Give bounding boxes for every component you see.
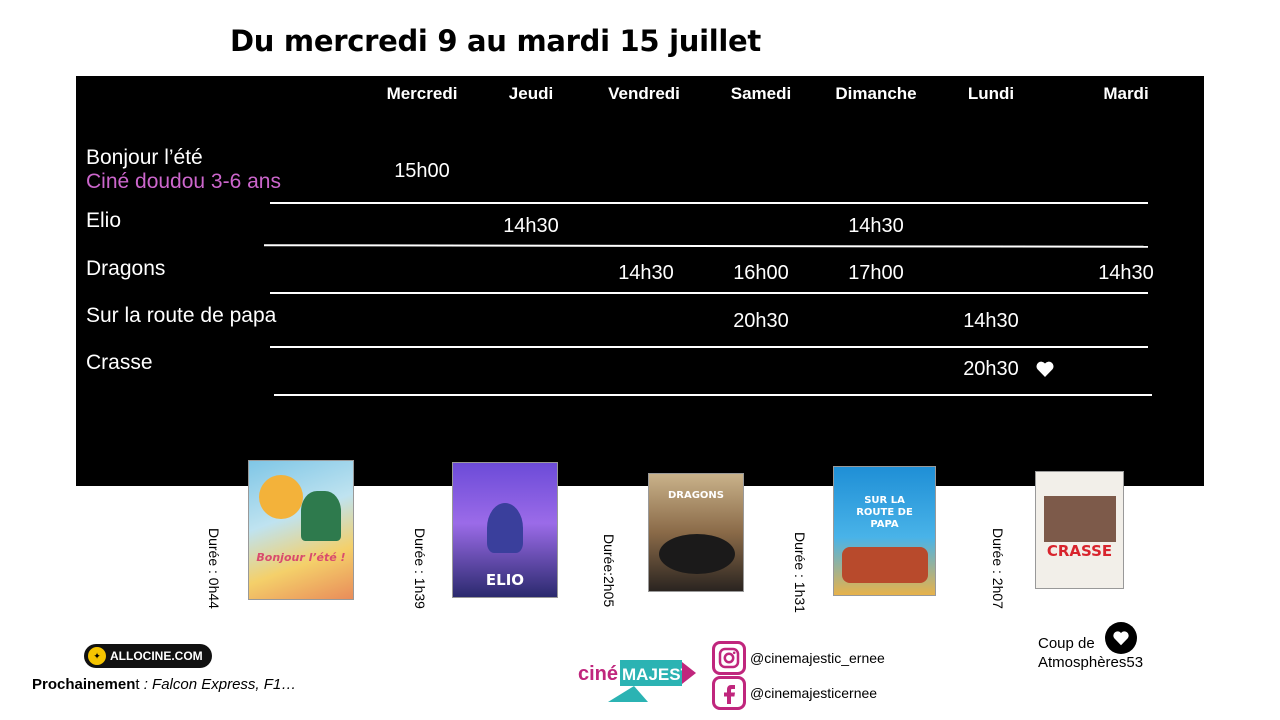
showtime: 20h30 xyxy=(733,310,789,332)
day-header-mardi: Mardi xyxy=(1103,84,1149,103)
facebook-icon[interactable] xyxy=(712,676,746,710)
allocine-text: ALLOCINE.COM xyxy=(110,649,203,663)
poster-title: Bonjour l’été ! xyxy=(256,551,346,564)
page-title: Du mercredi 9 au mardi 15 juillet xyxy=(230,24,761,58)
showtime: 14h30 xyxy=(963,310,1019,332)
showtime: 17h00 xyxy=(848,262,904,284)
duration-label: Durée : 2h07 xyxy=(990,528,1006,609)
showtime: 14h30 xyxy=(618,262,674,284)
day-header-vendredi: Vendredi xyxy=(608,84,680,103)
coup-line-2: Atmosphères53 xyxy=(1038,654,1144,671)
showtime: 14h30 xyxy=(1098,262,1154,284)
poster-title: CRASSE xyxy=(1046,542,1113,560)
day-header-samedi: Samedi xyxy=(730,84,792,103)
day-header-lundi: Lundi xyxy=(967,84,1015,103)
poster-title: DRAGONS xyxy=(667,490,725,501)
showtime: 20h30 xyxy=(963,358,1019,380)
poster-title: ELIO xyxy=(485,571,525,589)
day-header-dimanche: Dimanche xyxy=(835,84,917,103)
poster-illustration xyxy=(659,534,735,574)
day-header-mercredi: Mercredi xyxy=(386,84,458,103)
allocine-badge-icon: ✦ xyxy=(88,647,106,665)
instagram-handle[interactable]: @cinemajestic_ernee xyxy=(750,650,885,666)
coup-line-1: Coup de xyxy=(1038,635,1095,652)
film-name: Bonjour l’été xyxy=(86,146,203,169)
poster-elio: ELIO xyxy=(452,462,558,598)
film-title-crasse: Crasse xyxy=(86,351,153,374)
allocine-logo: ✦ ALLOCINE.COM xyxy=(84,644,212,668)
prochainement-label: Prochainemen xyxy=(32,676,136,693)
instagram-row[interactable]: @cinemajestic_ernee xyxy=(712,641,885,675)
film-title-elio: Elio xyxy=(86,209,122,232)
showtime: 14h30 xyxy=(503,215,559,237)
poster-crasse: CRASSE xyxy=(1035,471,1124,589)
row-divider xyxy=(274,394,1152,396)
duration-label: Durée : 0h44 xyxy=(206,528,222,609)
row-divider xyxy=(270,346,1148,348)
duration-label: Durée : 1h39 xyxy=(412,528,428,609)
day-header-jeudi: Jeudi xyxy=(508,84,554,103)
film-title-bonjour-lete: Bonjour l’été Ciné doudou 3-6 ans xyxy=(86,146,281,194)
heart-icon xyxy=(1036,361,1054,377)
cinema-majestic-logo: ciné MAJESTIC xyxy=(578,660,700,702)
poster-illustration xyxy=(487,503,523,553)
play-icon xyxy=(682,662,696,684)
facebook-handle[interactable]: @cinemajesticernee xyxy=(750,685,878,701)
film-title-dragons: Dragons xyxy=(86,257,166,280)
facebook-glyph xyxy=(724,685,735,704)
row-divider xyxy=(270,292,1148,294)
showtime: 16h00 xyxy=(733,262,789,284)
duration-label: Durée:2h05 xyxy=(601,534,617,608)
prochainement-line: Prochainement : Falcon Express, F1… xyxy=(32,676,296,693)
logo-band xyxy=(620,660,682,686)
film-title-sur-la-route-de-papa: Sur la route de papa xyxy=(86,304,277,327)
facebook-row[interactable]: @cinemajesticernee xyxy=(712,676,877,710)
instagram-icon[interactable] xyxy=(712,641,746,675)
poster-illustration xyxy=(301,491,341,541)
prochainement-label-end: t xyxy=(135,676,140,693)
instagram-glyph xyxy=(718,647,740,669)
prochainement-list: : Falcon Express, F1… xyxy=(139,676,297,693)
row-divider xyxy=(263,244,1149,248)
heart-icon xyxy=(1105,622,1137,654)
heart-glyph xyxy=(1113,631,1129,646)
duration-label: Durée : 1h31 xyxy=(792,532,808,613)
logo-ribbon xyxy=(608,686,648,702)
showtime: 15h00 xyxy=(394,160,450,182)
poster-illustration xyxy=(259,475,303,519)
poster-bonjour-lete: Bonjour l’été ! xyxy=(248,460,354,600)
showtime: 14h30 xyxy=(848,215,904,237)
poster-title: SUR LA ROUTE DE PAPA xyxy=(856,495,913,530)
coup-de-coeur-label: Coup de Atmosphères53 xyxy=(1038,634,1143,672)
logo-word-cine: ciné xyxy=(578,663,618,685)
logo-word-majestic: MAJESTIC xyxy=(622,665,700,684)
poster-illustration xyxy=(1044,496,1116,542)
poster-sur-la-route-de-papa: SUR LA ROUTE DE PAPA xyxy=(833,466,936,596)
schedule-table: Mercredi Jeudi Vendredi Samedi Dimanche … xyxy=(76,76,1204,486)
poster-dragons: DRAGONS xyxy=(648,473,744,592)
poster-illustration xyxy=(842,547,928,583)
row-divider xyxy=(270,202,1148,204)
film-subtitle: Ciné doudou 3-6 ans xyxy=(86,170,281,193)
